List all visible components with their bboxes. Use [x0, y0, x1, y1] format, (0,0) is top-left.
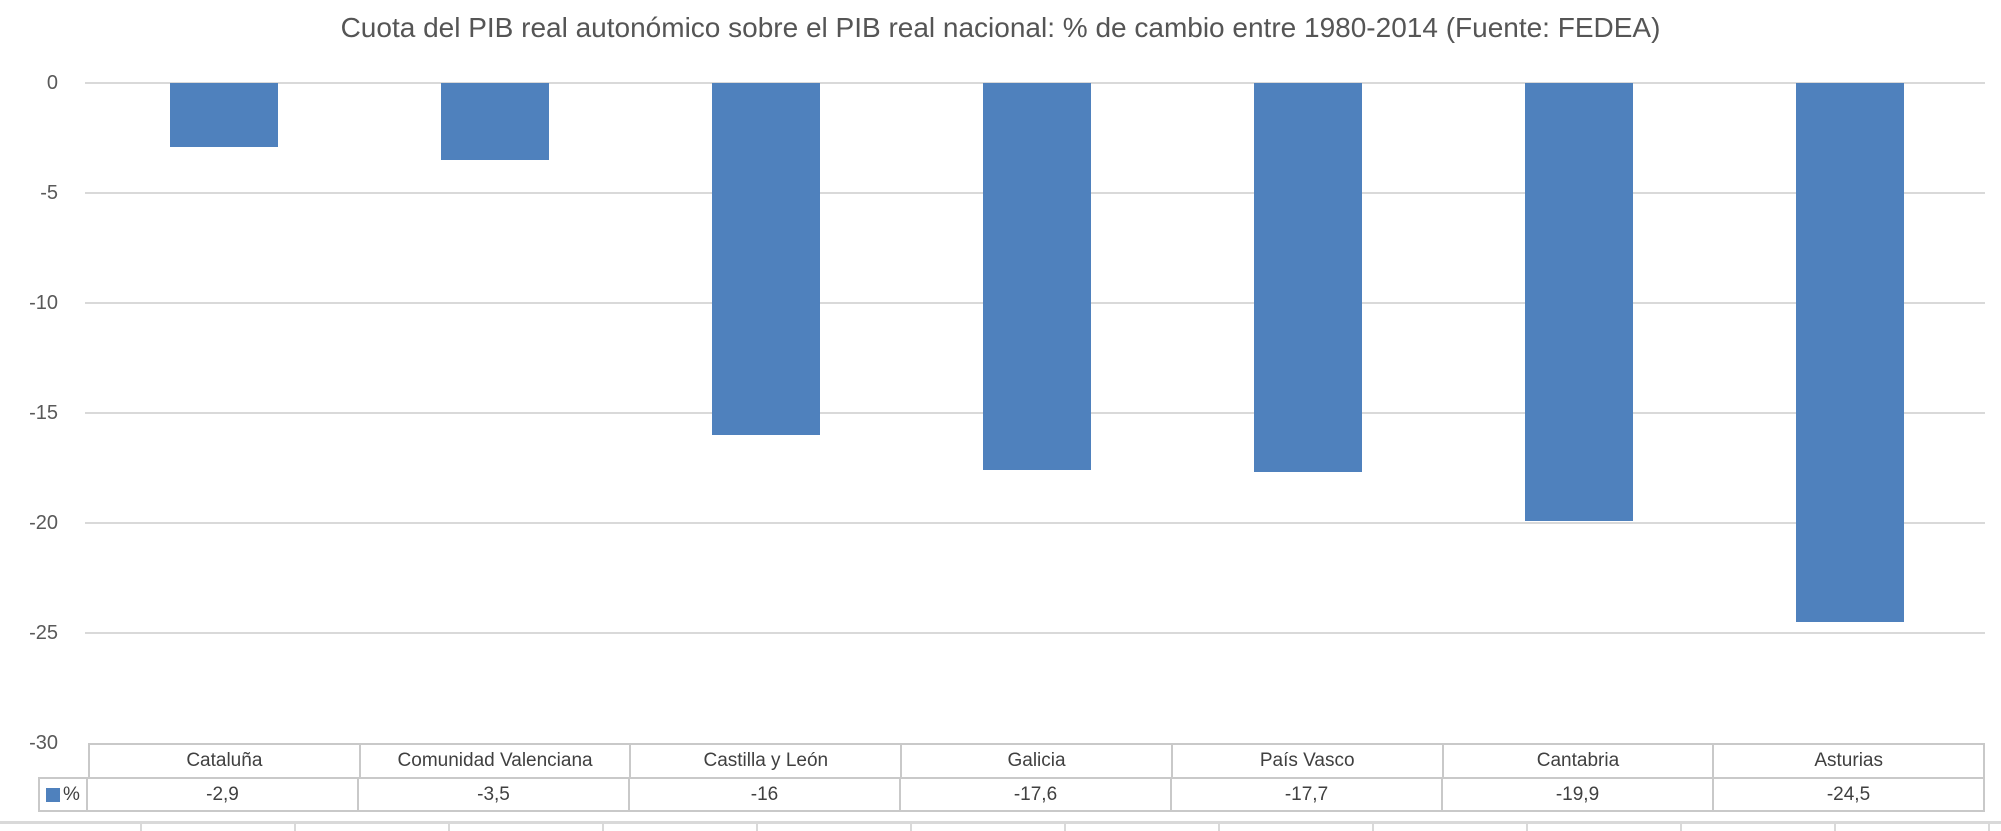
worksheet-gridline-vertical	[1526, 824, 1528, 831]
y-tick-label--30: -30	[29, 732, 58, 754]
y-tick-label-0: 0	[46, 72, 58, 94]
table-value-galicia: -17,6	[901, 779, 1172, 810]
bar-pais-vasco	[1253, 83, 1362, 473]
data-table-value-row: % -2,9 -3,5 -16 -17,6 -17,7 -19,9 -24,5	[38, 777, 1985, 812]
table-value-pais-vasco: -17,7	[1172, 779, 1443, 810]
bar-cataluna	[169, 83, 278, 147]
y-tick-label--20: -20	[29, 512, 58, 534]
bar-galicia	[982, 83, 1091, 471]
table-value-cantabria: -19,9	[1443, 779, 1714, 810]
worksheet-gridline-vertical	[140, 824, 142, 831]
worksheet-gridline-vertical	[294, 824, 296, 831]
worksheet-gridline-vertical	[602, 824, 604, 831]
bar-asturias	[1795, 83, 1904, 622]
table-header-galicia: Galicia	[902, 745, 1173, 777]
legend-key-cell: %	[40, 779, 88, 810]
gridline--25	[85, 632, 1985, 634]
y-tick-label--25: -25	[29, 622, 58, 644]
table-header-cantabria: Cantabria	[1444, 745, 1715, 777]
y-tick-label--15: -15	[29, 402, 58, 424]
chart-title: Cuota del PIB real autonómico sobre el P…	[340, 12, 1661, 43]
table-header-asturias: Asturias	[1814, 750, 1883, 771]
y-tick-label--10: -10	[29, 292, 58, 314]
table-header-pais-vasco: País Vasco	[1173, 745, 1444, 777]
worksheet-gridline-vertical	[1064, 824, 1066, 831]
gridline--20	[85, 522, 1985, 524]
worksheet-gridline-vertical	[1834, 824, 1836, 831]
worksheet-gridline-vertical	[910, 824, 912, 831]
y-tick-label--5: -5	[40, 182, 58, 204]
worksheet-gridline-horizontal	[0, 821, 2001, 824]
bar-comunidad-valenciana	[440, 83, 549, 160]
worksheet-gridline-vertical	[756, 824, 758, 831]
table-value-cataluna: -2,9	[88, 779, 359, 810]
worksheet-gridline-vertical	[1218, 824, 1220, 831]
bar-cantabria	[1524, 83, 1633, 521]
legend-swatch-icon	[46, 787, 61, 802]
table-header-castilla-y-leon: Castilla y León	[631, 745, 903, 777]
table-value-comunidad-valenciana: -3,5	[359, 779, 630, 810]
worksheet-gridline-vertical	[1372, 824, 1374, 831]
table-header-cataluna: Cataluña	[90, 745, 361, 777]
worksheet-gridline-vertical	[1680, 824, 1682, 831]
bar-castilla-y-leon	[711, 83, 820, 435]
table-value-castilla-y-leon: -16	[630, 779, 901, 810]
table-value-asturias: -24,5	[1826, 783, 1871, 805]
worksheet-gridline-vertical	[448, 824, 450, 831]
table-header-comunidad-valenciana: Comunidad Valenciana	[361, 745, 632, 777]
data-table-header-row: Cataluña Comunidad Valenciana Castilla y L…	[88, 743, 1985, 777]
series-name-label: %	[63, 783, 80, 805]
worksheet-gridline-vertical	[1988, 824, 1990, 831]
